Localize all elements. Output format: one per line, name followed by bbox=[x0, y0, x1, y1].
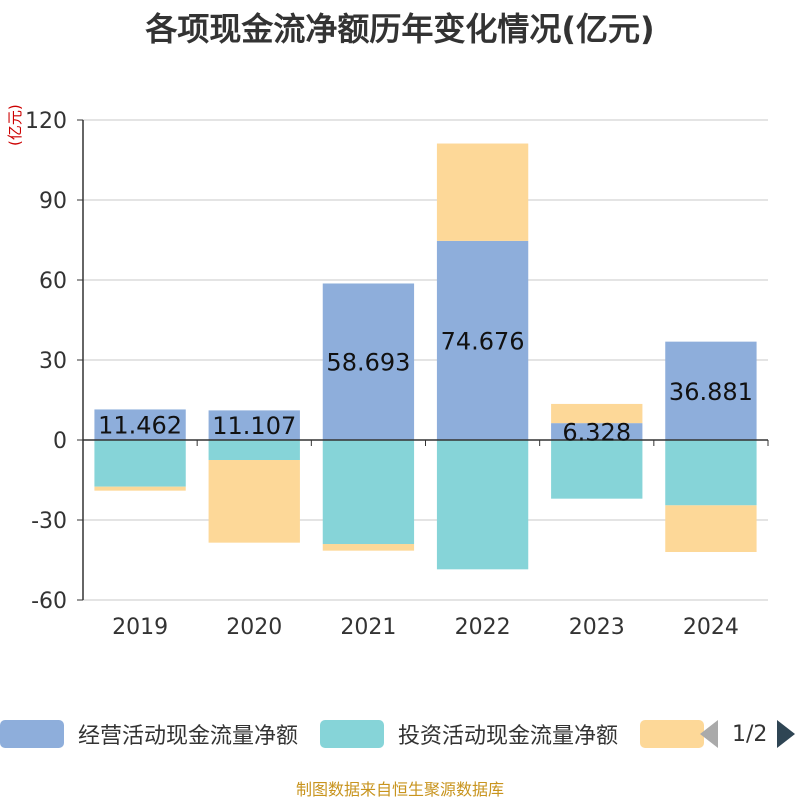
legend-label-investing: 投资活动现金流量净额 bbox=[398, 724, 619, 749]
bar-investing-2023 bbox=[551, 440, 643, 499]
chart-title: 各项现金流净额历年变化情况(亿元) bbox=[145, 10, 655, 48]
legend-page-indicator: 1/2 bbox=[732, 721, 768, 747]
y-tick-label: 90 bbox=[39, 189, 67, 214]
bar-financing-2019 bbox=[94, 486, 186, 491]
legend-pager: 1/2 bbox=[700, 714, 796, 754]
bar-investing-2021 bbox=[322, 440, 415, 544]
legend-item-financing[interactable] bbox=[640, 714, 704, 754]
bar-operating-2023 bbox=[551, 423, 643, 440]
legend-item-investing[interactable]: 投资活动现金流量净额 bbox=[320, 714, 618, 754]
bar-investing-2019 bbox=[94, 440, 186, 487]
y-tick-label: -60 bbox=[31, 589, 67, 614]
legend: 经营活动现金流量净额 投资活动现金流量净额 1/2 bbox=[0, 714, 800, 754]
data-label-operating: 74.676 bbox=[441, 327, 525, 355]
legend-item-operating[interactable]: 经营活动现金流量净额 bbox=[0, 714, 298, 754]
bar-financing-2024 bbox=[665, 505, 757, 552]
y-tick-label: -30 bbox=[31, 509, 67, 534]
bar-operating-2021 bbox=[322, 283, 415, 440]
y-tick-label: 120 bbox=[25, 109, 67, 134]
y-tick-label: 0 bbox=[53, 429, 67, 454]
x-tick-label: 2022 bbox=[455, 615, 511, 640]
bar-financing-2020 bbox=[208, 460, 300, 543]
source-footer: 制图数据来自恒生聚源数据库 bbox=[295, 780, 504, 799]
data-label-operating: 58.693 bbox=[326, 349, 410, 377]
x-tick-label: 2021 bbox=[340, 615, 396, 640]
chart-plot: -60 -30 0 30 60 90 120 2019 2020 2021 2022 2023 2024… bbox=[25, 109, 769, 640]
legend-swatch-operating bbox=[0, 720, 64, 748]
data-label-operating: 36.881 bbox=[669, 378, 753, 406]
bar-operating-2024 bbox=[665, 341, 757, 440]
bar-investing-2022 bbox=[436, 440, 529, 570]
bar-financing-2023 bbox=[551, 403, 643, 424]
data-label-operating: 11.107 bbox=[212, 412, 296, 440]
x-tick-label: 2020 bbox=[226, 615, 282, 640]
legend-swatch-financing bbox=[640, 720, 704, 748]
x-tick-label: 2023 bbox=[569, 615, 625, 640]
x-tick-label: 2024 bbox=[683, 615, 739, 640]
data-label-operating: 6.328 bbox=[562, 419, 631, 447]
bar-operating-2020 bbox=[208, 410, 300, 440]
bar-investing-2024 bbox=[665, 440, 757, 506]
bar-investing-2020 bbox=[208, 440, 300, 460]
legend-next-page-icon[interactable] bbox=[777, 720, 796, 748]
legend-swatch-investing bbox=[320, 720, 384, 748]
bar-financing-2022 bbox=[436, 143, 529, 241]
bar-operating-2022 bbox=[436, 240, 529, 440]
legend-prev-page-icon[interactable] bbox=[700, 720, 718, 748]
bar-financing-2021 bbox=[322, 544, 415, 551]
data-label-operating: 11.462 bbox=[98, 412, 182, 440]
y-tick-label: 60 bbox=[39, 269, 67, 294]
x-tick-label: 2019 bbox=[112, 615, 168, 640]
bar-operating-2019 bbox=[94, 409, 186, 440]
y-tick-label: 30 bbox=[39, 349, 67, 374]
legend-label-operating: 经营活动现金流量净额 bbox=[78, 724, 299, 749]
